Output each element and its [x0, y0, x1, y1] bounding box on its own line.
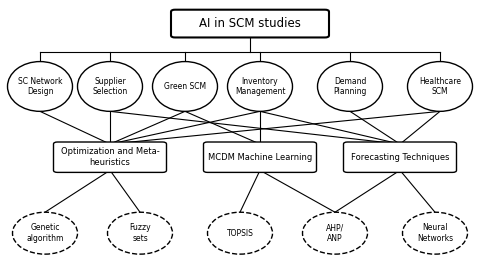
Ellipse shape [228, 62, 292, 111]
Ellipse shape [108, 212, 172, 254]
Ellipse shape [318, 62, 382, 111]
Ellipse shape [208, 212, 272, 254]
Text: Genetic
algorithm: Genetic algorithm [26, 223, 64, 243]
Ellipse shape [78, 62, 142, 111]
Ellipse shape [8, 62, 72, 111]
Text: Healthcare
SCM: Healthcare SCM [419, 77, 461, 96]
Ellipse shape [152, 62, 218, 111]
Text: Demand
Planning: Demand Planning [334, 77, 366, 96]
Text: TOPSIS: TOPSIS [226, 229, 254, 238]
Text: AHP/
ANP: AHP/ ANP [326, 223, 344, 243]
Text: SC Network
Design: SC Network Design [18, 77, 62, 96]
Ellipse shape [408, 62, 472, 111]
Ellipse shape [402, 212, 468, 254]
Text: Forecasting Techniques: Forecasting Techniques [351, 153, 449, 162]
FancyBboxPatch shape [344, 142, 456, 172]
Text: Supplier
Selection: Supplier Selection [92, 77, 128, 96]
Text: Inventory
Management: Inventory Management [235, 77, 285, 96]
Ellipse shape [302, 212, 368, 254]
Text: Green SCM: Green SCM [164, 82, 206, 91]
Text: MCDM Machine Learning: MCDM Machine Learning [208, 153, 312, 162]
Text: Optimization and Meta-
heuristics: Optimization and Meta- heuristics [60, 148, 160, 167]
Text: AI in SCM studies: AI in SCM studies [199, 17, 301, 30]
Text: Fuzzy
sets: Fuzzy sets [129, 223, 151, 243]
FancyBboxPatch shape [204, 142, 316, 172]
Ellipse shape [12, 212, 78, 254]
Text: Neural
Networks: Neural Networks [417, 223, 453, 243]
FancyBboxPatch shape [171, 10, 329, 37]
FancyBboxPatch shape [54, 142, 166, 172]
